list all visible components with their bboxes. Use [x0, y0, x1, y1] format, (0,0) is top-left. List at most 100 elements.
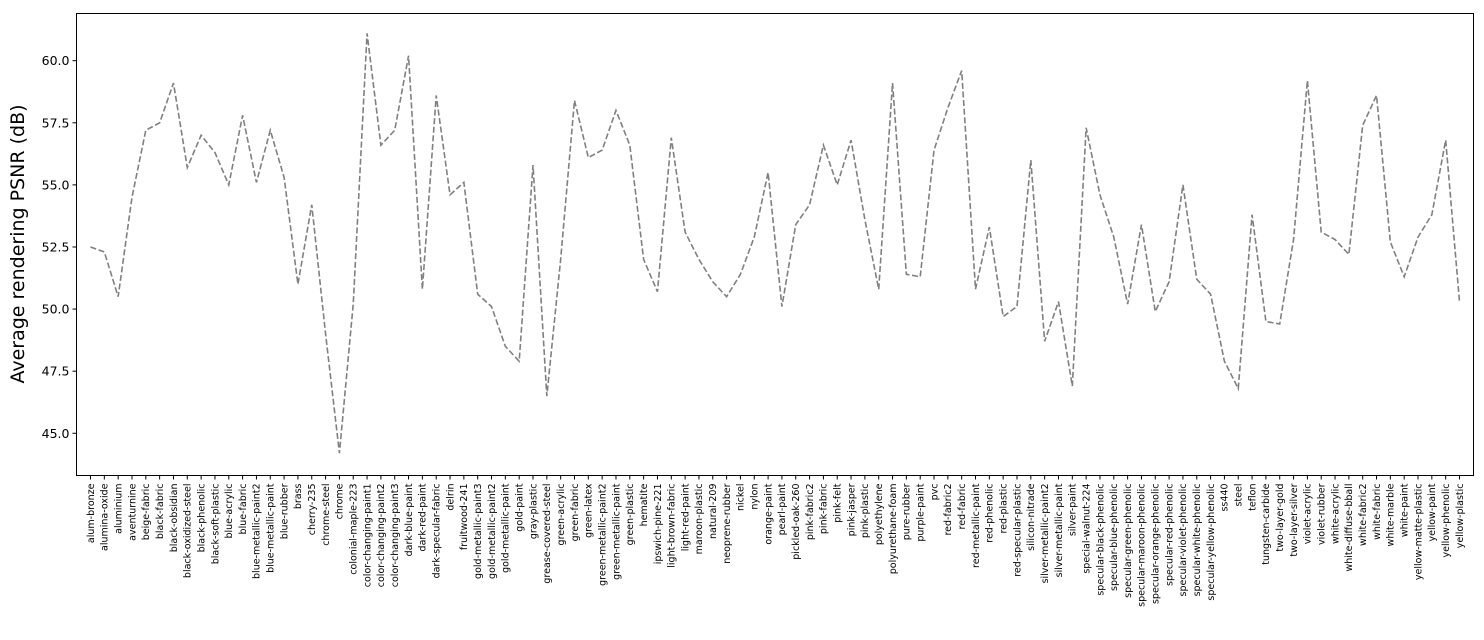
data-point [975, 288, 977, 290]
data-point [1376, 94, 1378, 96]
data-point [933, 149, 935, 151]
data-point [1293, 239, 1295, 241]
x-tick-label: black-oxidized-steel [183, 484, 194, 579]
x-tick-label: alumina-oxide [100, 483, 111, 551]
x-tick-label: delrin [445, 484, 456, 511]
x-tick-label: pickled-oak-260 [791, 484, 802, 560]
x-tick-label: specular-yellow-phenolic [1206, 484, 1217, 601]
data-point [1251, 214, 1253, 216]
x-tick-label: blue-acrylic [224, 484, 235, 539]
x-tick-label: dark-blue-paint [404, 483, 415, 556]
x-tick-label: violet-acrylic [1303, 484, 1314, 545]
data-point [698, 258, 700, 260]
x-tick-label: color-changing-paint2 [376, 484, 387, 588]
x-tick-label: teflon [1247, 484, 1258, 511]
data-point [1016, 306, 1018, 308]
data-point [1279, 323, 1281, 325]
data-point [587, 157, 589, 159]
x-tick-label: aluminium [113, 484, 124, 534]
x-tick-label: black-soft-plastic [210, 484, 221, 565]
x-tick-label: red-phenolic [985, 484, 996, 543]
data-point [1196, 278, 1198, 280]
x-tick-label: white-marble [1386, 483, 1397, 546]
data-point [850, 139, 852, 141]
data-point [1459, 301, 1461, 303]
y-tick-label: 50.0 [42, 302, 70, 317]
x-tick-label: pink-plastic [860, 484, 871, 539]
x-tick-label: black-phenolic [196, 484, 207, 553]
data-point [283, 176, 285, 178]
x-tick-label: two-layer-gold [1275, 484, 1286, 552]
x-tick-label: specular-maroon-phenolic [1137, 484, 1148, 607]
data-point [643, 258, 645, 260]
x-tick-label: purple-paint [915, 483, 926, 541]
data-point [532, 164, 534, 166]
data-point [131, 196, 133, 198]
data-point [352, 303, 354, 305]
y-tick-label: 47.5 [42, 364, 70, 379]
data-point [601, 149, 603, 151]
data-point [878, 288, 880, 290]
data-point [1431, 214, 1433, 216]
data-point [629, 144, 631, 146]
x-tick-label: red-specular-plastic [1012, 484, 1023, 577]
x-tick-label: maroon-plastic [694, 484, 705, 555]
data-point [615, 109, 617, 111]
x-tick-label: light-brown-fabric [667, 484, 678, 568]
x-tick-label: light-red-paint [680, 483, 691, 551]
x-tick-label: blue-fabric [238, 484, 249, 535]
x-tick-label: green-fabric [570, 484, 581, 542]
data-point [90, 246, 92, 248]
x-tick-label: blue-rubber [279, 483, 290, 539]
data-point [560, 258, 562, 260]
data-point [905, 273, 907, 275]
data-point [795, 224, 797, 226]
series-line-psnr [90, 33, 1461, 454]
x-tick-label: white-fabric2 [1358, 484, 1369, 546]
x-tick-label: white-diffuse-bball [1344, 484, 1355, 572]
x-tick-label: specular-black-phenolic [1095, 484, 1106, 596]
x-tick-label: specular-orange-phenolic [1151, 484, 1162, 605]
data-point [1362, 124, 1364, 126]
data-point [311, 204, 313, 206]
data-point [255, 181, 257, 183]
x-tick-label: dark-specular-fabric [432, 484, 443, 579]
y-tick-label: 60.0 [42, 53, 70, 68]
data-point [297, 283, 299, 285]
data-point [1113, 236, 1115, 238]
x-tick-label: red-fabric2 [943, 484, 954, 536]
x-tick-label: green-metallic-paint [611, 483, 622, 580]
x-tick-label: gold-metallic-paint3 [473, 484, 484, 579]
data-point [864, 219, 866, 221]
y-tick-label: 57.5 [42, 115, 70, 130]
data-point [656, 291, 658, 293]
x-tick-label: hematite [639, 483, 650, 526]
data-point [988, 226, 990, 228]
data-point [573, 99, 575, 101]
data-point [961, 70, 963, 72]
data-point [1417, 236, 1419, 238]
data-point [338, 452, 340, 454]
x-tick-label: blue-metallic-paint2 [252, 484, 263, 579]
data-point [712, 281, 714, 283]
data-point [1071, 385, 1073, 387]
x-tick-label: yellow-phenolic [1441, 484, 1452, 558]
x-tick-label: specular-red-phenolic [1164, 484, 1175, 587]
x-tick-label: natural-209 [708, 484, 719, 540]
data-point [214, 152, 216, 154]
data-point [269, 129, 271, 131]
x-tick-label: nickel [736, 484, 747, 512]
data-point [947, 107, 949, 109]
x-tick-label: blue-metallic-paint [266, 483, 277, 573]
data-point [421, 288, 423, 290]
x-tick-label: chrome-steel [321, 484, 332, 546]
x-tick-label: polyurethane-foam [888, 484, 899, 575]
data-point [145, 129, 147, 131]
x-tick-label: nylon [750, 484, 761, 510]
data-point [1085, 127, 1087, 129]
data-point [739, 273, 741, 275]
x-tick-label: white-fabric [1372, 484, 1383, 540]
x-tick-label: specular-violet-phenolic [1178, 484, 1189, 597]
data-point [117, 296, 119, 298]
